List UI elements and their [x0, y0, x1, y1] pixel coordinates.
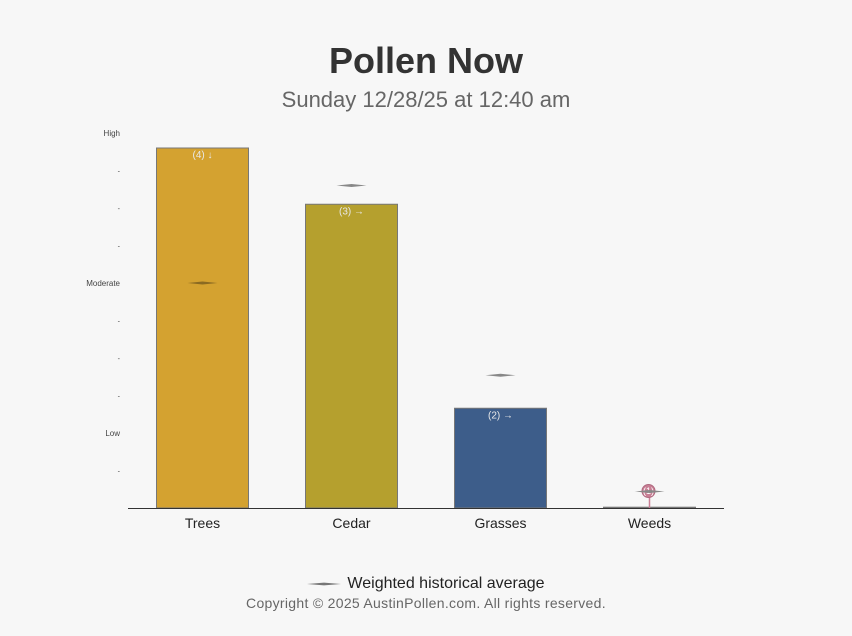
bar-value-label: (4) ↓ — [193, 150, 213, 161]
historical-average-marker — [336, 184, 367, 187]
x-tick-label: Grasses — [474, 515, 526, 531]
chart-title: Pollen Now — [328, 40, 523, 81]
bar-trees — [156, 147, 249, 509]
historical-average-marker — [485, 373, 516, 377]
y-tick-label: - — [118, 244, 121, 251]
y-tick-label: - — [118, 169, 121, 176]
x-tick-label: Trees — [185, 515, 220, 531]
historical-average-swatch — [307, 582, 342, 586]
y-tick-label: Moderate — [86, 279, 120, 288]
y-tick-label: - — [118, 394, 121, 401]
legend-label: Weighted historical average — [347, 575, 545, 592]
pollen-bar-chart: - Low - - - Moderate - - - High (4) ↓ Trees (3) → Ced… — [86, 129, 724, 531]
historical-average-marker — [634, 490, 665, 493]
y-tick-label: Low — [105, 429, 120, 438]
bar-value-label: (3) → — [339, 206, 364, 217]
bar-value-label: (2) → — [488, 410, 513, 421]
y-tick-label: - — [118, 469, 121, 476]
y-tick-label: - — [118, 319, 121, 326]
historical-average-marker — [187, 281, 218, 285]
x-tick-label: Cedar — [332, 515, 370, 531]
x-tick-label: Weeds — [628, 515, 671, 531]
bar-grasses — [454, 407, 547, 509]
legend: Weighted historical average — [0, 575, 852, 593]
copyright-text: Copyright © 2025 AustinPollen.com. All r… — [246, 595, 606, 611]
chart-subtitle: Sunday 12/28/25 at 12:40 am — [281, 87, 571, 112]
y-tick-label: - — [118, 356, 121, 363]
y-tick-label: High — [104, 129, 120, 138]
bar-cedar — [305, 203, 398, 509]
y-tick-label: - — [118, 206, 121, 213]
